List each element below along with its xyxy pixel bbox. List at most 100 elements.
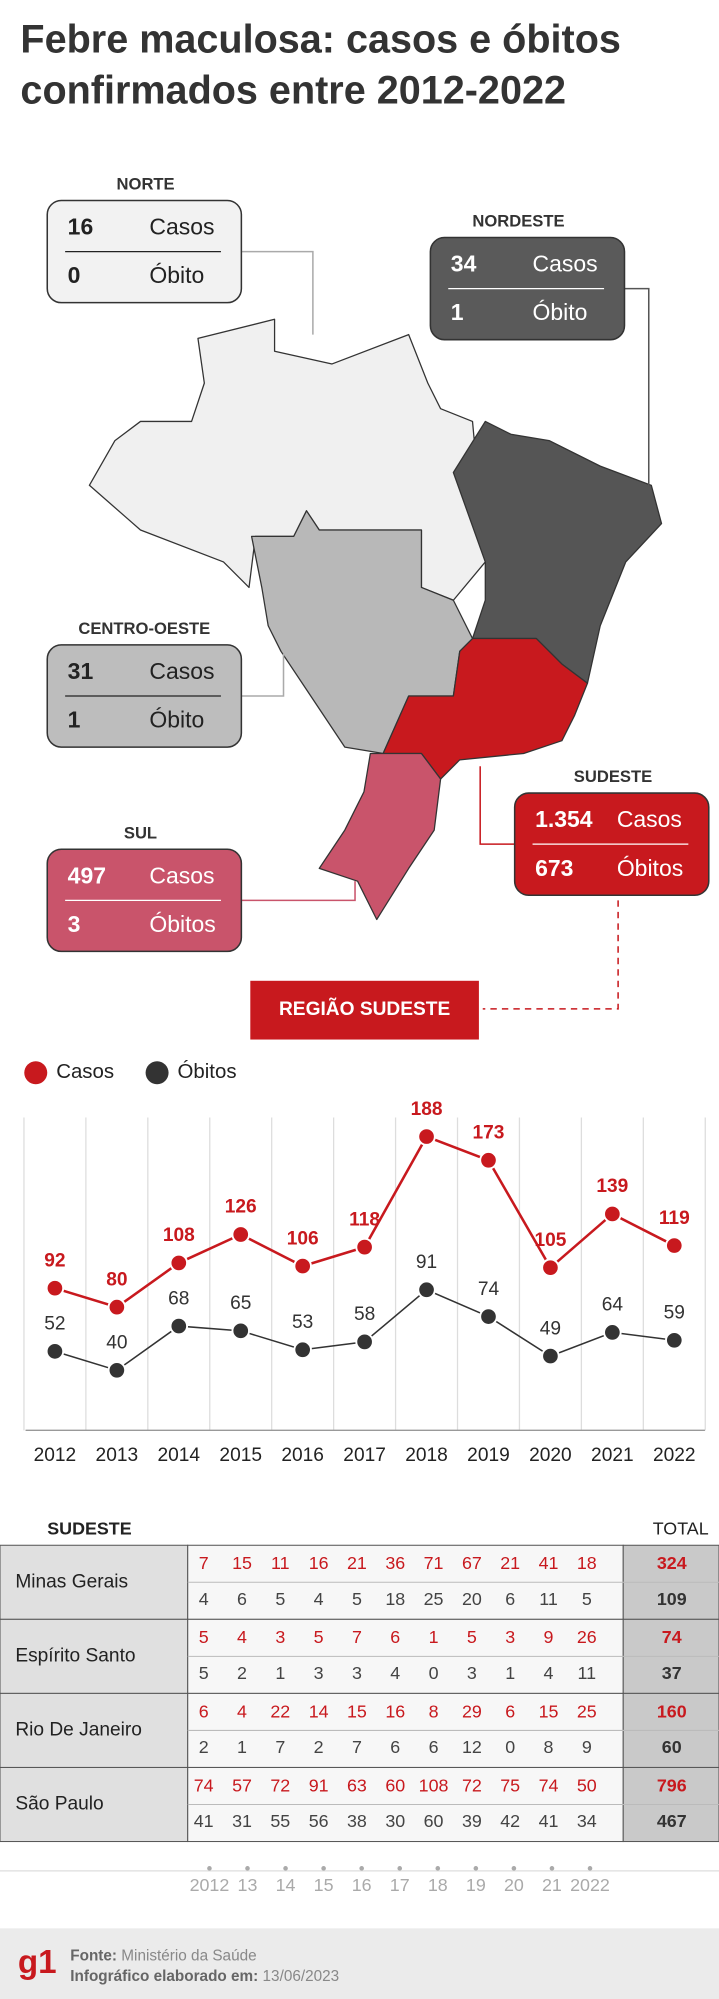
timeline-dot	[359, 1866, 364, 1871]
cases-cell: 5	[314, 1627, 324, 1647]
deaths-cell: 38	[347, 1811, 367, 1831]
deaths-cell: 12	[462, 1737, 482, 1757]
deaths-cell: 20	[462, 1589, 482, 1609]
region-deaths-label: Óbito	[149, 707, 204, 733]
data-label: 92	[44, 1250, 65, 1271]
region-cases: 16	[68, 214, 94, 240]
table-total-header: TOTAL	[653, 1519, 709, 1539]
footer-bg	[0, 1928, 719, 1999]
region-sudeste	[382, 637, 589, 780]
state-cell	[0, 1618, 189, 1694]
cases-total: 74	[662, 1627, 682, 1647]
cases-cell: 91	[309, 1775, 329, 1795]
cases-cell: 21	[347, 1553, 367, 1573]
deaths-cell: 5	[199, 1663, 209, 1683]
cases-cell: 6	[390, 1627, 400, 1647]
point	[541, 1346, 560, 1366]
point	[665, 1331, 684, 1350]
cases-cell: 72	[270, 1775, 290, 1795]
deaths-cell: 2	[314, 1737, 324, 1757]
x-tick-label: 2015	[219, 1445, 262, 1466]
x-tick-label: 2013	[96, 1445, 139, 1466]
data-label: 53	[292, 1312, 313, 1333]
deaths-cell: 5	[582, 1589, 592, 1609]
connector	[240, 881, 356, 902]
state-cell	[0, 1692, 189, 1768]
cases-cell: 14	[309, 1701, 329, 1721]
deaths-cell: 11	[539, 1589, 558, 1609]
cases-cell: 36	[385, 1553, 405, 1573]
data-label: 105	[534, 1230, 566, 1251]
deaths-cell: 6	[390, 1737, 400, 1757]
point	[355, 1332, 374, 1352]
deaths-cell: 4	[390, 1663, 400, 1683]
deaths-cell: 9	[582, 1737, 592, 1757]
point	[169, 1316, 189, 1336]
point	[107, 1297, 127, 1317]
cases-cell: 75	[500, 1775, 520, 1795]
x-tick-label: 2017	[343, 1445, 386, 1466]
timeline-dot	[511, 1866, 517, 1871]
region-deaths-label: Óbito	[533, 299, 588, 325]
cases-cell: 41	[539, 1553, 559, 1573]
deaths-cell: 55	[270, 1811, 290, 1831]
point	[355, 1237, 374, 1257]
point	[293, 1256, 312, 1276]
timeline-label: 13	[238, 1875, 258, 1895]
deaths-cell: 30	[385, 1811, 405, 1831]
x-tick-label: 2020	[529, 1445, 572, 1466]
data-label: 106	[287, 1228, 319, 1249]
data-label: 74	[478, 1279, 500, 1300]
cases-cell: 67	[462, 1553, 482, 1573]
deaths-cell: 41	[194, 1811, 214, 1831]
cases-cell: 7	[199, 1553, 209, 1573]
region-name: SUDESTE	[574, 767, 652, 786]
title-line: Febre maculosa: casos e óbitos	[20, 18, 620, 62]
cases-cell: 72	[462, 1775, 482, 1795]
timeline-label: 18	[428, 1875, 448, 1895]
deaths-cell: 7	[352, 1737, 362, 1757]
cases-cell: 18	[577, 1553, 597, 1573]
data-label: 40	[106, 1333, 127, 1354]
region-deaths: 1	[451, 299, 464, 325]
region-deaths: 0	[68, 262, 81, 288]
state-name: Minas Gerais	[15, 1571, 128, 1592]
point	[479, 1307, 498, 1326]
data-label: 49	[540, 1318, 561, 1339]
state-name: Espírito Santo	[15, 1645, 135, 1666]
cases-cell: 60	[385, 1775, 405, 1795]
timeline-dot	[473, 1866, 479, 1871]
region-deaths: 1	[68, 707, 81, 733]
deaths-cell: 0	[505, 1737, 515, 1757]
region-name: CENTRO-OESTE	[78, 619, 210, 638]
source: Fonte: Ministério da Saúde	[70, 1948, 256, 1965]
timeline-dot	[207, 1866, 212, 1871]
timeline-label: 19	[466, 1875, 486, 1895]
deaths-total: 60	[662, 1737, 682, 1757]
deaths-cell: 60	[424, 1811, 444, 1831]
timeline-dot	[245, 1866, 250, 1871]
timeline-label: 2022	[570, 1875, 610, 1895]
region-cases: 497	[68, 862, 106, 888]
region-boxes: NORTE 16 Casos 0 Óbito NORDESTE 34 Casos 1 Óbito C…	[46, 175, 710, 953]
banner	[250, 980, 479, 1040]
cases-cell: 4	[237, 1701, 247, 1721]
source-label: Fonte:	[70, 1948, 117, 1965]
cases-cell: 15	[539, 1701, 559, 1721]
line-chart: Casos Óbitos 2012 2013 2014 2015 2016 2017 2018 2…	[23, 1060, 706, 1466]
timeline-label: 15	[314, 1875, 334, 1895]
cases-cell: 6	[505, 1701, 515, 1721]
data-label: 64	[602, 1295, 624, 1316]
deaths-cell: 31	[232, 1811, 252, 1831]
region-deaths-label: Óbitos	[149, 911, 215, 937]
timeline-label: 16	[352, 1875, 372, 1895]
x-tick-label: 2018	[405, 1445, 448, 1466]
timeline-dot	[321, 1866, 326, 1871]
cases-cell: 3	[275, 1627, 285, 1647]
cases-cell: 9	[544, 1627, 554, 1647]
point	[231, 1225, 250, 1244]
cases-total: 324	[657, 1553, 687, 1573]
deaths-cell: 2	[199, 1737, 209, 1757]
region-nordeste	[452, 420, 663, 684]
